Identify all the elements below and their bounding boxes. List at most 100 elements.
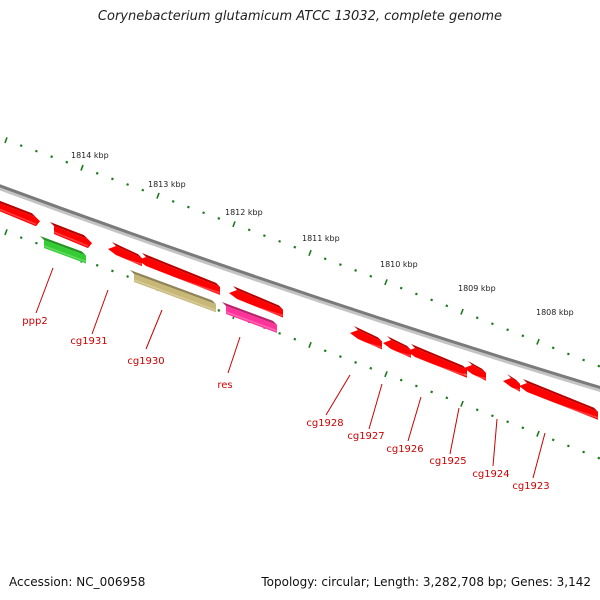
cds-feature-cg1927-top xyxy=(387,336,411,350)
gene-label-leader xyxy=(325,374,351,416)
misc-feature-res[interactable] xyxy=(222,302,278,333)
outer-tick xyxy=(80,164,84,171)
inner-tick xyxy=(521,426,525,430)
outer-tick xyxy=(278,239,282,243)
cds-feature-cg1923-top xyxy=(523,379,598,412)
inner-tick xyxy=(551,438,555,442)
inner-tick xyxy=(536,430,540,437)
outer-tick xyxy=(323,257,327,261)
cds-feature-cg1927[interactable] xyxy=(382,336,412,358)
cds-feature-cg1928-highlight xyxy=(349,338,383,349)
gene-label-cg1930[interactable]: cg1930 xyxy=(127,356,164,367)
cds-feature-cg1931[interactable] xyxy=(107,242,143,267)
cds-feature-top xyxy=(50,222,88,240)
gene-label-ppp2[interactable]: ppp2 xyxy=(22,316,47,327)
cds-feature-cg1926-top xyxy=(411,344,467,370)
genome-backbone-shadow xyxy=(0,187,600,393)
cds-feature-cg1927-front xyxy=(383,340,411,358)
outer-tick xyxy=(95,171,99,175)
gene-label-cg1931[interactable]: cg1931 xyxy=(70,336,107,347)
misc-feature-res-front xyxy=(226,306,277,333)
gene-label-cg1924[interactable]: cg1924 xyxy=(472,469,509,480)
inner-tick xyxy=(414,384,418,388)
cds-feature[interactable] xyxy=(228,286,284,318)
gene-label-leader xyxy=(227,336,241,374)
cds-feature-cg1925[interactable] xyxy=(463,361,487,381)
inner-tick xyxy=(293,337,297,341)
rrna-feature-ppp2-top xyxy=(40,236,86,256)
cds-feature-cg1931-top xyxy=(112,242,142,259)
cds-feature-cg1923-front xyxy=(519,383,598,420)
inner-tick-track xyxy=(4,229,600,460)
cds-feature-cg1925-highlight xyxy=(463,373,487,380)
cds-feature[interactable] xyxy=(50,222,92,249)
kbp-label: 1813 kbp xyxy=(148,180,186,189)
inner-tick xyxy=(217,309,221,312)
cds-feature-cg1926[interactable] xyxy=(406,344,468,378)
inner-tick xyxy=(323,349,327,353)
outer-tick xyxy=(430,298,434,302)
outer-tick xyxy=(4,137,8,144)
inner-tick xyxy=(278,331,282,335)
cds-feature-cg1927-highlight xyxy=(382,348,412,357)
outer-tick xyxy=(202,211,206,215)
rrna-feature-ppp2-highlight xyxy=(43,245,87,263)
cds-feature-front xyxy=(54,226,92,249)
genome-stats-text: Topology: circular; Length: 3,282,708 bp… xyxy=(261,575,591,589)
outer-tick xyxy=(384,279,388,286)
gene-label-res[interactable]: res xyxy=(217,380,232,391)
inner-tick xyxy=(369,366,373,370)
cds-feature-cg1928[interactable] xyxy=(349,326,383,350)
kbp-label: 1811 kbp xyxy=(302,234,340,243)
outer-tick xyxy=(262,234,266,238)
cds-feature-cg1928-top xyxy=(354,326,382,342)
inner-tick xyxy=(126,275,130,278)
inner-tick xyxy=(582,450,586,454)
cds-feature-cg1930-front xyxy=(138,257,220,295)
inner-tick xyxy=(4,229,8,236)
outer-tick xyxy=(293,245,297,249)
kbp-label: 1812 kbp xyxy=(225,208,263,217)
cds-feature-cg1930[interactable] xyxy=(137,253,221,295)
gene-label-cg1923[interactable]: cg1923 xyxy=(512,481,549,492)
rrna-feature-ppp2[interactable] xyxy=(40,236,87,264)
gene-label-leader xyxy=(492,418,498,467)
inner-tick xyxy=(19,236,23,240)
outer-tick xyxy=(414,292,418,296)
cds-feature-cg1928-front xyxy=(350,330,382,350)
cds-feature-cg1926-front xyxy=(407,348,467,378)
inner-tick xyxy=(566,444,570,448)
feature-track xyxy=(0,199,599,420)
outer-tick xyxy=(536,338,540,345)
gene-label-leader xyxy=(368,383,383,430)
inner-tick xyxy=(475,408,479,412)
outer-tick xyxy=(582,358,586,362)
cds-feature-cg1924[interactable] xyxy=(502,374,521,392)
outer-tick xyxy=(460,308,464,315)
gene-label-leader xyxy=(449,407,460,455)
gene-label-cg1928[interactable]: cg1928 xyxy=(306,418,343,429)
gene-label-cg1925[interactable]: cg1925 xyxy=(429,456,466,467)
outer-tick xyxy=(19,144,23,148)
gene-label-cg1927[interactable]: cg1927 xyxy=(347,431,384,442)
cds-feature-cg1924-top xyxy=(507,374,520,384)
cds-feature-cg1923[interactable] xyxy=(518,379,599,420)
cds-feature-top xyxy=(233,286,283,310)
outer-tick-track xyxy=(4,137,600,368)
outer-tick xyxy=(50,155,54,159)
cds-feature[interactable] xyxy=(0,199,40,227)
outer-tick xyxy=(247,228,251,232)
accession-text: Accession: NC_006958 xyxy=(9,575,146,589)
inner-tick xyxy=(34,241,38,245)
kbp-labels: 1814 kbp 1813 kbp 1812 kbp 1811 kbp 1810 kbp… xyxy=(71,151,574,317)
gene-label-leader xyxy=(407,396,422,442)
gene-label-cg1926[interactable]: cg1926 xyxy=(386,444,423,455)
trna-feature[interactable] xyxy=(130,270,217,313)
trna-feature-top xyxy=(130,270,216,305)
cds-feature-highlight xyxy=(228,298,284,317)
outer-tick xyxy=(126,183,130,186)
cds-feature-cg1925-top xyxy=(468,361,486,373)
inner-tick xyxy=(399,378,403,382)
trna-feature-front xyxy=(134,274,216,313)
